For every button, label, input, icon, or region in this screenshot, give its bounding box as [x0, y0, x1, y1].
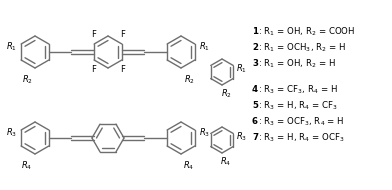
Text: 6: 6 — [252, 117, 258, 127]
Text: $R_3$: $R_3$ — [236, 131, 247, 143]
Text: $R_2$: $R_2$ — [22, 73, 33, 86]
Text: 4: 4 — [252, 86, 258, 94]
Text: $R_2$: $R_2$ — [221, 88, 232, 101]
Text: $R_1$: $R_1$ — [199, 41, 210, 53]
Text: $R_4$: $R_4$ — [183, 159, 194, 172]
Text: $R_1$: $R_1$ — [236, 63, 247, 75]
Text: F: F — [91, 30, 96, 39]
Text: : R$_1$ = OH, R$_2$ = COOH: : R$_1$ = OH, R$_2$ = COOH — [258, 26, 356, 38]
Text: $R_2$: $R_2$ — [183, 73, 194, 86]
Text: F: F — [91, 65, 96, 74]
Text: : R$_3$ = H, R$_4$ = CF$_3$: : R$_3$ = H, R$_4$ = CF$_3$ — [258, 100, 338, 112]
Text: 1: 1 — [252, 28, 258, 36]
Text: 7: 7 — [252, 134, 258, 142]
Text: $R_4$: $R_4$ — [220, 156, 232, 169]
Text: F: F — [120, 30, 125, 39]
Text: : R$_1$ = OH, R$_2$ = H: : R$_1$ = OH, R$_2$ = H — [258, 58, 336, 70]
Text: $R_4$: $R_4$ — [22, 159, 33, 172]
Text: : R$_3$ = CF$_3$, R$_4$ = H: : R$_3$ = CF$_3$, R$_4$ = H — [258, 84, 338, 96]
Text: : R$_1$ = OCH$_3$, R$_2$ = H: : R$_1$ = OCH$_3$, R$_2$ = H — [258, 42, 346, 54]
Text: 3: 3 — [252, 59, 258, 69]
Text: 2: 2 — [252, 44, 258, 52]
Text: F: F — [120, 65, 125, 74]
Text: $R_3$: $R_3$ — [199, 127, 210, 139]
Text: : R$_3$ = OCF$_3$, R$_4$ = H: : R$_3$ = OCF$_3$, R$_4$ = H — [258, 116, 345, 128]
Text: : R$_3$ = H, R$_4$ = OCF$_3$: : R$_3$ = H, R$_4$ = OCF$_3$ — [258, 132, 345, 144]
Text: $R_1$: $R_1$ — [6, 41, 17, 53]
Text: $R_3$: $R_3$ — [6, 127, 17, 139]
Text: 5: 5 — [252, 101, 258, 111]
